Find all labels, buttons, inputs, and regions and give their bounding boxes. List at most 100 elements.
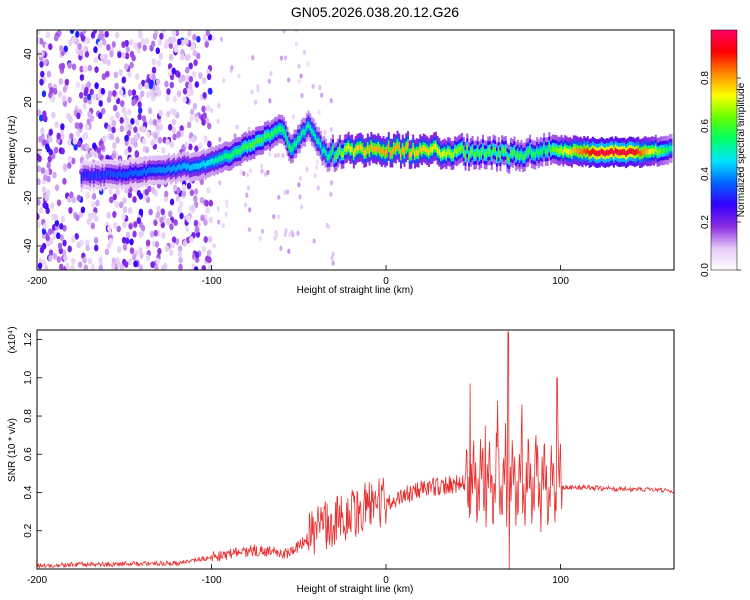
snr-ytick-label: 0.2 (23, 523, 34, 537)
spectrogram-noise-cell (133, 134, 139, 142)
spectrogram-noise-cell (97, 41, 103, 49)
spectrogram-ridge-cell (426, 147, 429, 154)
colorbar: 0.0 0.2 0.4 0.6 0.8 Normalized spectral ampl… (700, 29, 747, 277)
spectrogram-ridge-cell (443, 150, 446, 156)
spectrogram-ridge-cell (105, 170, 108, 177)
spectrogram-ridge-cell (557, 148, 560, 154)
spectrogram-ridge-cell (295, 140, 298, 147)
spectrogram-noise-cell (155, 257, 160, 265)
spectrogram-ridge-cell (347, 143, 350, 150)
spectrogram-noise-cell (47, 228, 53, 236)
spectrogram-noise-cell (64, 78, 70, 86)
spectrogram-noise-cell (137, 83, 143, 90)
spectrogram-noise-cell (67, 96, 72, 104)
spectrogram-ridge-cell (602, 149, 605, 156)
spectrogram-noise-cell (297, 78, 301, 84)
spectrogram-noise-cell (137, 101, 142, 109)
spectrogram-ridge-cell (637, 148, 640, 154)
spectrogram-ridge-cell (433, 143, 436, 150)
spectrogram-noise-cell (245, 192, 249, 198)
spectrogram-noise-cell (48, 254, 53, 262)
spectrogram-ridge-cell (256, 137, 259, 144)
spectrogram-noise-cell (67, 245, 72, 253)
snr-ytick-label: 1.2 (23, 332, 34, 346)
spectrogram-noise-cell (144, 146, 150, 154)
spectrogram-ridge-cell (436, 147, 439, 154)
spectrogram-noise-cell (150, 261, 155, 269)
spectrogram-noise-cell (104, 30, 109, 38)
spectrogram-noise-cell (216, 118, 220, 124)
spectrogram-ytick-label: -40 (23, 238, 34, 253)
spectrogram-ridge-cell (490, 152, 493, 159)
spectrogram-ridge-cell (171, 166, 174, 172)
spectrogram-ridge-cell (335, 153, 338, 160)
spectrogram-noise-cell (62, 177, 67, 185)
spectrogram-noise-cell (178, 200, 184, 208)
spectrogram-noise-cell (179, 212, 184, 220)
spectrogram-ridge-cell (98, 172, 101, 179)
spectrogram-noise-cell (137, 113, 142, 121)
spectrogram-ridge-cell (136, 170, 139, 177)
spectrogram-ridge-cell (368, 148, 371, 154)
spectrogram-ridge-cell (241, 145, 244, 152)
spectrogram-ridge-cell (324, 149, 327, 156)
spectrogram-noise-cell (172, 133, 177, 141)
spectrogram-noise-cell (260, 228, 265, 234)
spectrogram-ridge-cell (595, 150, 598, 157)
spectrogram-noise-cell (48, 249, 54, 257)
spectrogram-ridge-cell (394, 146, 397, 152)
spectrogram-ridge-cell (619, 149, 622, 156)
spectrogram-noise-cell (208, 216, 213, 224)
spectrogram-ridge-cell (237, 148, 240, 155)
spectrogram-noise-cell (68, 206, 73, 214)
spectrogram-noise-cell (44, 42, 50, 50)
spectrogram-noise-cell (82, 65, 87, 73)
spectrogram-noise-cell (107, 90, 113, 98)
spectrogram-noise-cell (164, 80, 169, 88)
spectrogram-ridge-cell (464, 153, 467, 160)
spectrogram-ridge-cell (586, 147, 589, 154)
spectrogram-noise-cell (62, 85, 67, 93)
spectrogram-noise-cell (133, 126, 138, 134)
spectrogram-ridge-cell (422, 145, 425, 151)
spectrogram-noise-cell (115, 111, 120, 119)
spectrogram-noise-cell (186, 215, 191, 223)
spectrogram-noise-cell (205, 207, 210, 214)
spectrogram-noise-cell (218, 180, 222, 186)
spectrogram-noise-cell (56, 199, 62, 207)
spectrogram-ridge-cell (340, 151, 343, 158)
spectrogram-ridge-cell (660, 147, 663, 154)
spectrogram-ridge-cell (625, 150, 628, 157)
spectrogram-noise-cell (188, 75, 193, 83)
spectrogram-ytick-label: 0 (23, 147, 34, 153)
spectrogram-noise-cell (169, 107, 175, 115)
spectrogram-noise-cell (132, 196, 137, 203)
spectrogram-noise-cell (123, 261, 129, 268)
spectrogram-noise-cell (153, 132, 158, 140)
spectrogram-noise-cell (40, 127, 45, 135)
spectrogram-ridge-cell (122, 171, 125, 178)
spectrogram-noise-cell (155, 47, 160, 55)
spectrogram-noise-cell (121, 41, 126, 49)
spectrogram-ridge-cell (344, 146, 347, 152)
spectrogram-noise-cell (46, 70, 52, 78)
spectrogram-noise-cell (45, 234, 50, 242)
spectrogram-noise-cell (194, 145, 199, 153)
spectrogram-noise-cell (103, 53, 108, 61)
spectrogram-noise-cell (116, 246, 122, 254)
spectrogram-ridge-cell (406, 142, 409, 149)
spectrogram-ridge-cell (497, 148, 500, 155)
spectrogram-noise-cell (125, 231, 131, 239)
spectrogram-noise-cell (279, 245, 283, 251)
spectrogram-noise-cell (71, 236, 76, 243)
spectrogram-noise-cell (44, 169, 50, 176)
spectrogram-ridge-cell (415, 149, 418, 156)
spectrogram-ridge-cell (356, 145, 359, 152)
spectrogram-noise-cell (239, 169, 243, 175)
spectrogram-noise-cell (130, 117, 135, 125)
spectrogram-noise-cell (90, 264, 96, 270)
spectrogram-ridge-cell (187, 162, 190, 169)
spectrogram-ridge-cell (305, 124, 308, 131)
spectrogram-noise-cell (67, 139, 72, 146)
spectrogram-noise-cell (37, 36, 41, 44)
